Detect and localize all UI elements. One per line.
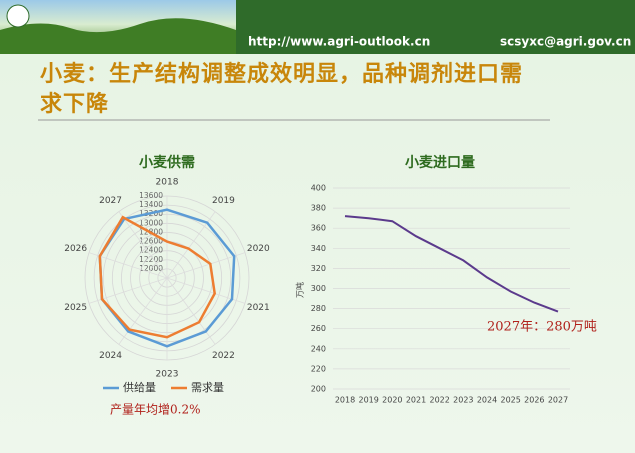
x-tick-label: 2026 (524, 396, 544, 405)
annotation: 2027年：280万吨 (487, 320, 597, 335)
slide-title: 小麦：生产结构调整成效明显，品种调剂进口需求下降 (40, 62, 524, 117)
x-tick-label: 2018 (335, 396, 355, 405)
radar-line (98, 215, 216, 339)
category-label: 2023 (156, 370, 179, 380)
chart-title: 小麦供需 (139, 154, 195, 171)
r-tick-label: 13000 (139, 218, 163, 227)
spoke (88, 252, 168, 279)
y-tick-label: 340 (311, 244, 326, 253)
chart-title: 小麦进口量 (405, 154, 475, 171)
header-hills (0, 18, 236, 54)
category-label: 2027 (99, 196, 122, 206)
y-tick-label: 360 (311, 224, 326, 233)
annotation: 产量年均增0.2% (110, 403, 201, 417)
spoke (166, 252, 246, 279)
category-label: 2022 (212, 351, 235, 361)
x-tick-label: 2025 (500, 396, 520, 405)
category-label: 2026 (64, 244, 87, 254)
y-tick-label: 200 (311, 385, 326, 394)
y-tick-label: 300 (311, 284, 326, 293)
category-label: 2018 (156, 178, 179, 188)
x-tick-label: 2020 (382, 396, 402, 405)
y-axis-label: 万吨 (295, 282, 305, 298)
spoke (166, 277, 216, 345)
x-tick-label: 2023 (453, 396, 473, 405)
y-tick-label: 240 (311, 344, 326, 353)
y-tick-label: 380 (311, 204, 326, 213)
spoke (118, 277, 168, 345)
x-tick-label: 2021 (406, 396, 426, 405)
r-tick-label: 12600 (139, 237, 163, 246)
y-tick-label: 400 (311, 184, 326, 193)
x-tick-label: 2024 (477, 396, 497, 405)
x-tick-label: 2027 (548, 396, 568, 405)
spoke (118, 211, 168, 279)
x-tick-label: 2022 (429, 396, 449, 405)
category-label: 2021 (247, 303, 270, 313)
category-label: 2024 (99, 351, 122, 361)
header-url: http://www.agri-outlook.cn (248, 35, 430, 49)
y-tick-label: 320 (311, 264, 326, 273)
r-tick-label: 12200 (139, 255, 163, 264)
legend-label: 需求量 (191, 381, 224, 394)
header-email: scsyxc@agri.gov.cn (500, 35, 631, 49)
y-tick-label: 280 (311, 304, 326, 313)
category-label: 2020 (247, 244, 270, 254)
legend-label: 供给量 (123, 380, 156, 394)
line (344, 215, 559, 313)
r-tick-label: 13400 (139, 200, 163, 209)
category-label: 2019 (212, 196, 235, 206)
r-tick-label: 12400 (139, 246, 163, 255)
r-tick-label: 13600 (139, 191, 163, 200)
y-tick-label: 220 (311, 364, 326, 373)
x-tick-label: 2019 (358, 396, 378, 405)
y-tick-label: 260 (311, 324, 326, 333)
category-label: 2025 (64, 303, 87, 313)
logo (6, 4, 30, 28)
